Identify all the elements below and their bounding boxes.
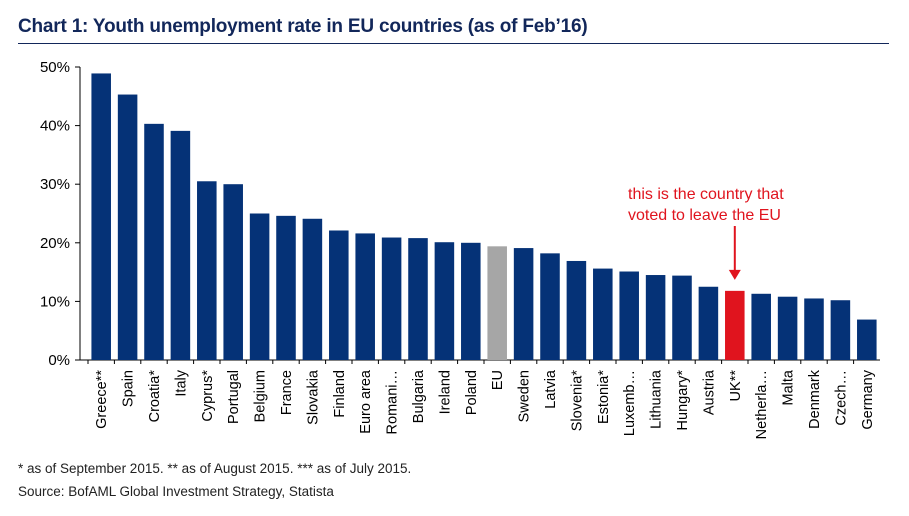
x-tick-label: Czech…	[833, 370, 849, 426]
annotation-arrow	[728, 226, 741, 280]
bar-slovakia	[302, 218, 323, 360]
bar-denmark	[804, 298, 824, 360]
bar-czech	[830, 300, 851, 360]
bar-eu	[487, 246, 507, 360]
footnote-source: Source: BofAML Global Investment Strateg…	[18, 484, 334, 499]
bar-euro-area	[355, 233, 375, 360]
x-tick-label: France	[279, 370, 295, 415]
x-tick-label: Romani…	[385, 370, 401, 434]
x-tick-label: UK**	[728, 370, 744, 402]
chart-bars	[91, 73, 877, 361]
bar-romani	[381, 237, 402, 360]
bar-italy	[170, 130, 191, 360]
bar-germany	[857, 319, 877, 360]
bar-lithuania	[645, 275, 666, 360]
bar-finland	[329, 230, 349, 360]
x-tick-label: Portugal	[226, 370, 242, 424]
x-tick-label: Hungary*	[675, 370, 691, 431]
bar-belgium	[249, 213, 270, 360]
bar-netherla	[751, 293, 771, 360]
x-tick-label: Estonia*	[596, 370, 612, 424]
arrow-head	[728, 269, 741, 280]
x-tick-label: Slovakia	[305, 369, 321, 425]
bar-hungary	[672, 275, 692, 360]
x-tick-label: Greece**	[94, 370, 110, 429]
bar-austria	[698, 286, 719, 360]
x-tick-label: Luxemb…	[622, 370, 638, 436]
x-tick-label: Netherla…	[754, 370, 770, 439]
bar-luxemb	[619, 271, 639, 360]
x-tick-label: Austria	[701, 369, 717, 415]
bar-slovenia	[566, 260, 587, 360]
bar-uk	[725, 290, 745, 360]
x-tick-label: EU	[490, 370, 506, 390]
x-tick-label: Germany	[860, 369, 876, 429]
annotation-text: this is the country that voted to leave …	[628, 184, 784, 226]
x-tick-label: Belgium	[253, 370, 269, 422]
bar-greece	[91, 73, 111, 361]
bar-ireland	[434, 242, 455, 360]
x-tick-label: Malta	[781, 369, 797, 405]
x-tick-label: Denmark	[807, 369, 823, 429]
x-tick-label: Latvia	[543, 369, 559, 409]
bar-portugal	[223, 184, 243, 360]
bar-france	[276, 215, 296, 360]
chart-title: Chart 1: Youth unemployment rate in EU c…	[18, 16, 588, 37]
x-tick-label: Finland	[332, 370, 348, 418]
x-tick-label: Euro area	[358, 369, 374, 434]
annotation-line-1: this is the country that	[628, 186, 784, 203]
x-tick-label: Lithuania	[649, 369, 665, 429]
x-tick-label: Sweden	[517, 370, 533, 422]
y-tick-label: 0%	[48, 352, 70, 369]
title-divider	[18, 43, 889, 44]
bar-sweden	[513, 248, 534, 360]
x-tick-label: Cyprus*	[200, 370, 216, 422]
y-tick-label: 30%	[40, 176, 70, 193]
bar-poland	[461, 242, 481, 360]
y-tick-label: 40%	[40, 118, 70, 135]
footnote-asterisks: * as of September 2015. ** as of August …	[18, 461, 412, 476]
annotation-line-2: voted to leave the EU	[628, 207, 781, 224]
bar-croatia	[144, 123, 164, 360]
bar-spain	[117, 94, 138, 361]
x-tick-label: Slovenia*	[569, 370, 585, 432]
x-tick-label: Poland	[464, 370, 480, 415]
bar-estonia	[593, 268, 613, 360]
x-tick-label: Ireland	[437, 370, 453, 414]
y-tick-label: 50%	[40, 59, 70, 76]
bar-cyprus	[197, 181, 217, 360]
y-tick-label: 20%	[40, 235, 70, 252]
bar-latvia	[540, 253, 560, 360]
x-axis-labels: Greece** Spain Croatia* Italy Cyprus* Portuga…	[94, 369, 876, 439]
x-tick-label: Spain	[121, 370, 137, 407]
x-tick-label: Croatia*	[147, 370, 163, 423]
x-tick-label: Italy	[173, 369, 189, 396]
y-tick-label: 10%	[40, 293, 70, 310]
x-tick-label: Bulgaria	[411, 369, 427, 423]
bar-malta	[777, 296, 798, 360]
bar-bulgaria	[408, 238, 428, 360]
